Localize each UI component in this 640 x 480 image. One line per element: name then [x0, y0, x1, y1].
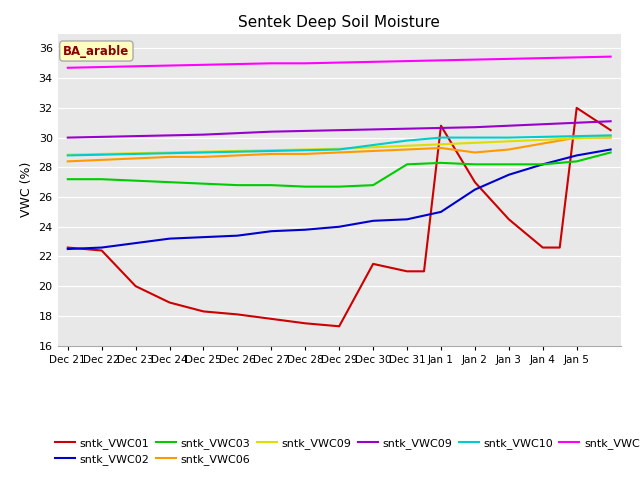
Legend: sntk_VWC01, sntk_VWC02, sntk_VWC03, sntk_VWC06, sntk_VWC09, sntk_VWC09, sntk_VWC: sntk_VWC01, sntk_VWC02, sntk_VWC03, sntk…	[51, 433, 640, 469]
Text: BA_arable: BA_arable	[63, 45, 129, 58]
Y-axis label: VWC (%): VWC (%)	[20, 162, 33, 217]
Title: Sentek Deep Soil Moisture: Sentek Deep Soil Moisture	[238, 15, 440, 30]
